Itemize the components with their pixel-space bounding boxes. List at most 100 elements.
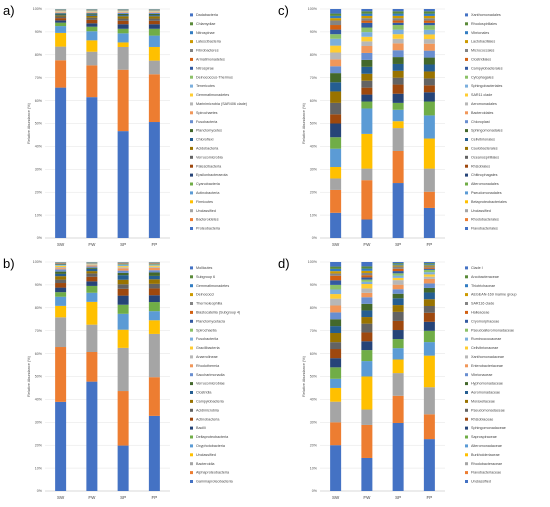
bar-segment-fp-1 [423, 414, 435, 440]
bar-segment-fw-14 [361, 288, 373, 293]
bar-segment-fw-11 [86, 267, 98, 269]
bar-segment-fp-17 [423, 269, 435, 273]
legend-entry: Clostridiales [471, 58, 491, 62]
legend-entry: Betaproteobacteriales [471, 200, 507, 204]
bar-segment-fw-10 [361, 66, 373, 74]
bar-segment-fw-2 [86, 51, 98, 66]
legend-swatch [465, 13, 468, 17]
bar-segment-sp-0 [117, 445, 129, 491]
bar-segment-sw-3 [55, 32, 67, 47]
legend-entry: Rhodobacterales [471, 218, 499, 222]
y-tick-label: 0% [312, 236, 318, 240]
bar-segment-sw-22 [330, 268, 342, 272]
bar-segment-sp-4 [117, 313, 129, 330]
bar-segment-sw-10 [55, 14, 67, 16]
bar-segment-sp-11 [392, 293, 404, 299]
y-tick-label: 30% [310, 168, 318, 172]
bar-segment-fp-22 [423, 13, 435, 16]
bar-segment-fw-15 [361, 284, 373, 289]
bar-segment-fw-11 [361, 303, 373, 311]
legend-entry: Patescibacteria [196, 164, 222, 168]
bar-segment-sp-17 [392, 273, 404, 276]
bar-segment-sp-5 [117, 28, 129, 34]
legend-entry: Proteobacteria [196, 227, 221, 231]
legend-swatch [190, 66, 193, 70]
legend-entry: Acidobacteria [196, 147, 219, 151]
legend-swatch [190, 75, 193, 79]
bar-segment-sw-5 [55, 22, 67, 27]
legend-entry: Chlamydiae [196, 22, 215, 26]
legend-swatch [190, 293, 193, 297]
legend-entry: Micrococcales [471, 49, 495, 53]
bar-segment-sp-9 [392, 305, 404, 312]
legend-entry: Chloroflexi [196, 138, 214, 142]
bar-segment-sw-16 [330, 38, 342, 46]
bar-segment-fp-0 [423, 207, 435, 238]
legend-swatch [465, 138, 468, 141]
legend-entry: Bacilli [196, 426, 206, 430]
bar-segment-fw-13 [361, 292, 373, 298]
bar-segment-sp-16 [117, 264, 129, 267]
bar-segment-sw-0 [55, 401, 67, 491]
bar-segment-sw-8 [55, 279, 67, 284]
bar-segment-fp-7 [148, 20, 160, 25]
legend-entry: Flavobacteriaceae [471, 471, 501, 475]
bar-segment-sw-3 [330, 387, 342, 402]
legend-entry: Aeromonadaceae [471, 391, 500, 395]
legend-swatch [465, 111, 468, 115]
legend-swatch [190, 218, 193, 222]
legend-entry: Vibrionales [471, 31, 489, 35]
y-tick-label: 0% [37, 236, 43, 240]
legend-swatch [190, 227, 193, 230]
legend-swatch [465, 182, 468, 186]
category-label-fp: FP [426, 495, 432, 500]
bar-segment-sw-7 [330, 114, 342, 124]
bar-segment-fp-9 [423, 71, 435, 79]
bar-segment-sp-19 [392, 20, 404, 23]
legend-swatch [190, 120, 193, 124]
bar-segment-sw-19 [330, 275, 342, 281]
bar-segment-sp-6 [117, 295, 129, 305]
legend-entry: Marinimicrobia (SAR406 clade) [196, 102, 247, 106]
category-label-fw: FW [88, 242, 96, 247]
bar-segment-sw-2 [55, 46, 67, 61]
legend-entry: Planctomycetacia [196, 319, 226, 323]
legend-entry: Clade I [471, 266, 483, 270]
legend-entry: Verrucomicrobia [196, 155, 224, 159]
category-label-sp: SP [395, 495, 401, 500]
bar-segment-fw-23 [361, 266, 373, 269]
bar-segment-sw-14 [55, 267, 67, 269]
legend-swatch [465, 266, 468, 270]
bar-segment-sw-4 [55, 26, 67, 33]
bar-segment-sp-20 [392, 18, 404, 21]
bar-segment-fp-13 [148, 12, 160, 13]
legend-entry: Unclassified [471, 209, 491, 213]
bar-segment-fp-1 [423, 191, 435, 208]
legend-entry: Subgroup 6 [196, 275, 215, 279]
legend-swatch [465, 129, 468, 133]
bar-segment-sw-7 [55, 18, 67, 21]
legend-swatch [190, 417, 193, 421]
legend-entry: Cryomorphaceae [471, 319, 499, 323]
y-tick-label: 10% [35, 213, 43, 217]
legend-entry: Bacteroidales [471, 111, 493, 115]
legend-swatch [465, 364, 468, 368]
bar-segment-fw-14 [86, 264, 98, 266]
legend-entry: AEGEAN-169 marine group [471, 293, 517, 297]
legend-swatch [190, 346, 193, 350]
bar-segment-fp-5 [423, 330, 435, 343]
legend-entry: Halieaceae [471, 311, 489, 315]
legend-entry: Deinococci [196, 293, 214, 297]
panel-label: b) [3, 256, 15, 271]
y-tick-label: 100% [308, 260, 318, 264]
bar-segment-sp-23 [392, 263, 404, 265]
legend-swatch [465, 319, 468, 323]
bar-segment-fp-17 [423, 25, 435, 30]
legend-entry: Fusobacteriia [196, 337, 219, 341]
legend-swatch [465, 328, 468, 332]
bar-segment-fw-5 [361, 101, 373, 109]
bar-segment-sw-15 [330, 45, 342, 53]
bar-segment-fp-5 [423, 101, 435, 116]
legend-swatch [190, 209, 193, 213]
bar-segment-sp-15 [392, 34, 404, 39]
